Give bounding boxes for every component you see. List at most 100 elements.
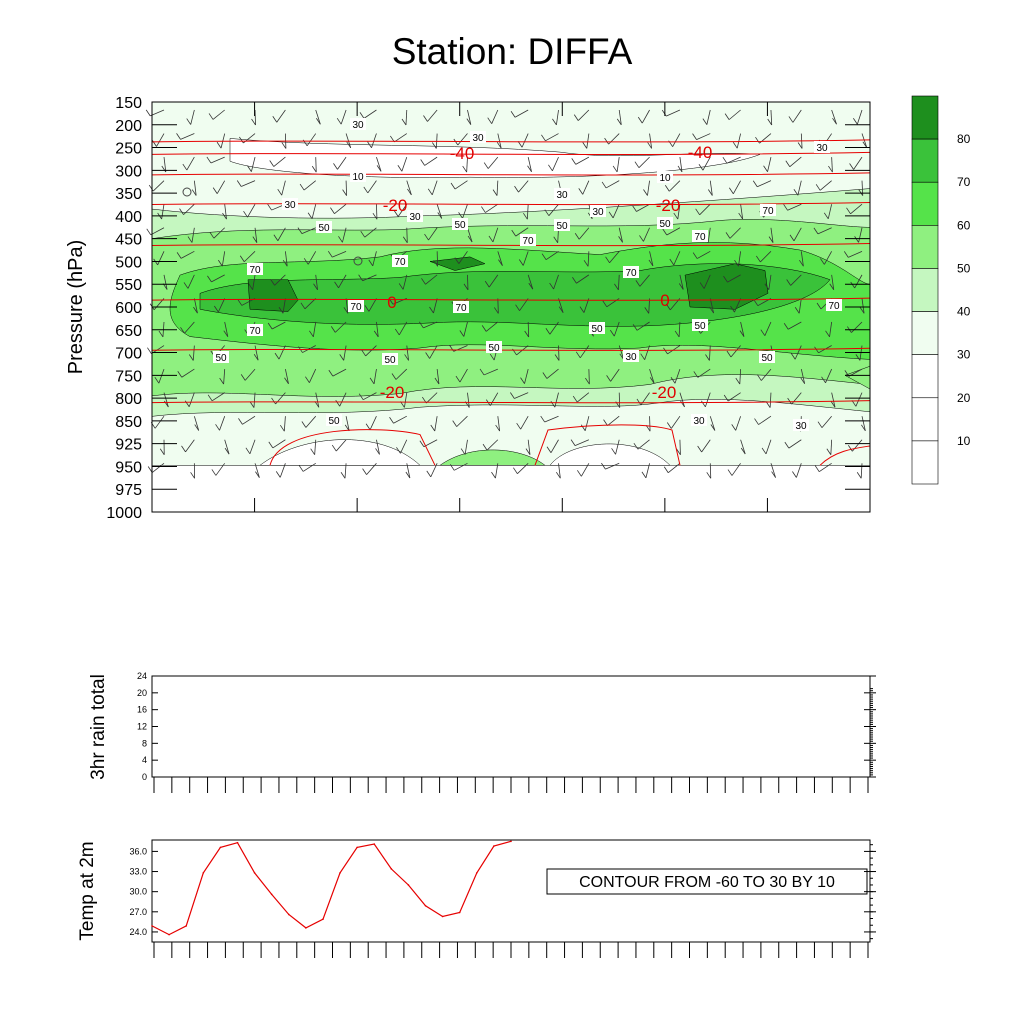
wind-barb (367, 180, 377, 194)
wind-barb (767, 157, 772, 172)
wind-barb-flag (279, 424, 285, 432)
wind-barb (515, 227, 529, 237)
wind-barb-flag (493, 307, 499, 314)
humidity-label-bg (382, 353, 398, 365)
wind-barb (677, 204, 681, 220)
wind-barb-flag (277, 188, 283, 196)
humidity-contour-label: 70 (394, 257, 406, 268)
wind-barb-flag (328, 369, 334, 377)
humidity-contour-label: 50 (215, 353, 227, 364)
wind-barb (576, 274, 590, 284)
humidity-contour-label: 50 (318, 223, 330, 234)
wind-barb (709, 180, 713, 196)
wind-barb-flag (207, 275, 212, 283)
wind-barb-flag (358, 393, 364, 400)
wind-barb-flag (421, 278, 426, 285)
wind-barb (764, 321, 772, 336)
temp-data-point (236, 841, 239, 844)
wind-barb (610, 368, 620, 382)
wind-barb (550, 439, 559, 453)
wind-barb (428, 227, 438, 241)
wind-barb-flag (823, 212, 829, 220)
wind-barb (315, 109, 321, 125)
wind-barb (726, 156, 741, 164)
pressure-tick-label: 650 (115, 323, 142, 340)
wind-barb (345, 416, 350, 431)
wind-barb-flag (662, 228, 668, 236)
wind-barb (637, 439, 650, 450)
humidity-labels: 30 30 30 10 10 30 30 30 30 50 50 50 50 70 70 70 70 70 70 70… (213, 118, 842, 432)
wind-barb-flag (765, 401, 771, 408)
wind-barb-flag (518, 259, 524, 266)
wind-barb-flag (176, 133, 181, 140)
temp-tick-label: 24.0 (129, 927, 147, 937)
temp-data-point (424, 904, 427, 907)
wind-barb (376, 439, 380, 455)
wind-barb-flag (367, 141, 372, 148)
wind-barb (586, 133, 590, 149)
wind-barb-flag (555, 471, 561, 479)
wind-barb-flag (361, 349, 366, 357)
wind-barb (556, 109, 559, 125)
wind-barb (819, 180, 832, 191)
wind-barb-flag (580, 424, 586, 431)
wind-barb (554, 392, 559, 408)
wind-barb (254, 227, 258, 243)
rain-axis-label: 3hr rain total (88, 674, 109, 780)
wind-barb (376, 321, 379, 337)
humidity-contour-label: 50 (454, 220, 466, 231)
wind-barb-flag (663, 466, 669, 473)
wind-barb-flag (510, 111, 516, 118)
wind-barb (605, 462, 620, 470)
wind-barb (212, 109, 225, 120)
contour-info-box (546, 868, 868, 895)
wind-barb (183, 203, 195, 215)
wind-barb-flag (154, 376, 160, 384)
wind-barb-flag (179, 208, 184, 215)
humidity-label-bg (692, 319, 708, 331)
humidity-label-bg (826, 299, 842, 311)
wind-barb-flag (459, 330, 465, 337)
humidity-label-bg (623, 266, 639, 278)
wind-barb (558, 463, 561, 479)
temperature-isotherm-5 (151, 297, 871, 301)
wind-barb-flag (217, 259, 223, 267)
chart-title: Station: DIFFA (392, 31, 633, 72)
temp-data-point (441, 915, 444, 918)
temperature-isotherm-low-1 (534, 424, 681, 466)
humidity-contour-label: 30 (556, 190, 568, 201)
wind-barb-flag (553, 236, 559, 243)
pressure-tick-label: 150 (115, 95, 142, 112)
wind-barb-flag (498, 259, 503, 266)
wind-barb-flag (434, 377, 440, 385)
wind-barb (829, 321, 833, 337)
wind-barb (527, 274, 534, 290)
wind-barb-flag (582, 142, 588, 149)
wind-barb (787, 321, 802, 330)
wind-barb (831, 157, 833, 173)
humidity-label-bg (590, 205, 606, 217)
wind-barb (491, 109, 499, 124)
temperature-isotherm-low-0 (269, 429, 436, 466)
wind-barb-flag (180, 327, 185, 334)
wind-barb (544, 415, 559, 423)
wind-barb (732, 180, 741, 194)
wind-barb-flag (224, 447, 230, 455)
wind-barb (739, 369, 742, 385)
wind-barb-flag (735, 377, 741, 385)
wind-barb-flag (664, 185, 670, 192)
humidity-region-6 (684, 263, 769, 310)
wind-barb (553, 274, 559, 290)
wind-barb (827, 204, 833, 219)
wind-barb (483, 368, 498, 376)
wind-barb (730, 345, 741, 358)
temp-data-point (219, 846, 222, 849)
humidity-label-bg (657, 171, 673, 183)
wind-barbs (145, 109, 868, 479)
pressure-tick-label: 200 (115, 118, 142, 135)
wind-barb (467, 274, 469, 290)
wind-barb (618, 274, 620, 290)
colorbar-label: 40 (957, 305, 971, 319)
wind-barb-flag (634, 161, 640, 168)
